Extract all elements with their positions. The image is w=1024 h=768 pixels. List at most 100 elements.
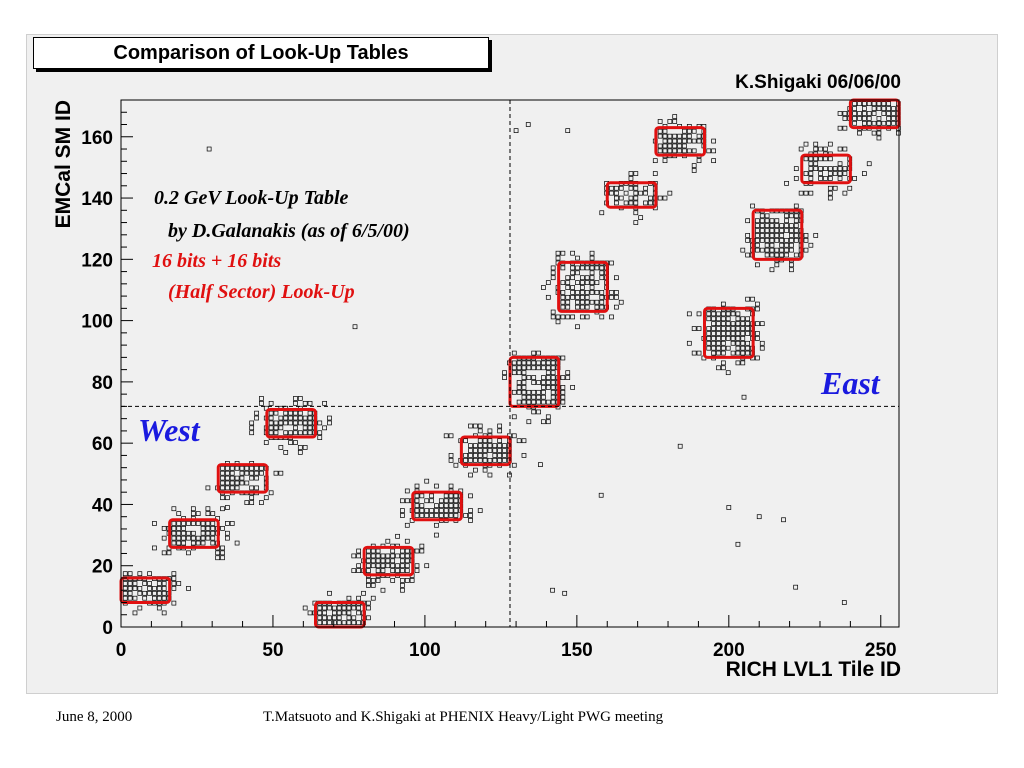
data-point xyxy=(842,166,848,171)
data-point xyxy=(862,116,867,121)
data-point xyxy=(813,156,819,162)
data-point xyxy=(560,265,566,271)
data-point xyxy=(283,450,289,455)
data-point xyxy=(492,443,498,448)
data-point xyxy=(862,171,867,176)
data-point xyxy=(550,399,556,405)
data-point xyxy=(886,111,892,116)
data-point xyxy=(784,180,789,186)
data-point xyxy=(400,563,405,569)
data-point xyxy=(784,252,789,258)
data-point xyxy=(672,119,678,124)
data-point xyxy=(759,321,765,327)
data-point xyxy=(871,130,877,136)
data-point xyxy=(657,119,663,124)
data-point xyxy=(249,475,255,481)
data-point xyxy=(341,610,347,616)
data-point xyxy=(336,610,342,616)
data-point xyxy=(550,265,556,271)
dots-layer xyxy=(122,101,901,626)
data-point xyxy=(225,480,230,486)
data-point xyxy=(662,148,668,154)
data-point xyxy=(837,111,843,116)
data-point xyxy=(818,156,823,162)
data-point xyxy=(453,498,459,504)
data-point xyxy=(745,233,751,238)
data-point xyxy=(521,399,527,405)
data-point xyxy=(633,220,639,225)
data-point xyxy=(521,370,527,376)
data-point xyxy=(852,116,857,121)
data-point xyxy=(122,590,128,596)
data-point xyxy=(370,582,376,588)
data-point xyxy=(351,605,357,611)
data-point xyxy=(370,548,376,554)
data-point xyxy=(429,493,434,499)
data-point xyxy=(531,409,537,415)
data-point xyxy=(229,475,235,481)
data-point xyxy=(390,563,396,569)
data-point xyxy=(293,420,298,426)
data-point xyxy=(832,166,838,171)
data-point xyxy=(249,430,255,436)
data-point xyxy=(667,190,673,196)
data-point xyxy=(545,365,551,371)
data-point xyxy=(545,385,551,390)
data-point xyxy=(487,472,493,478)
data-point xyxy=(161,550,167,556)
data-point xyxy=(400,553,405,559)
data-point xyxy=(210,530,216,536)
data-point xyxy=(706,311,712,317)
data-point xyxy=(769,237,775,243)
data-point xyxy=(390,578,396,583)
data-point xyxy=(711,345,716,351)
data-point xyxy=(740,326,746,331)
data-point xyxy=(414,498,420,504)
data-point xyxy=(618,185,624,191)
data-point xyxy=(628,176,634,181)
data-point xyxy=(244,470,250,476)
data-point xyxy=(594,304,600,310)
data-point xyxy=(268,490,274,496)
data-point xyxy=(443,433,449,439)
data-point xyxy=(307,410,313,416)
data-point xyxy=(356,563,362,569)
data-point xyxy=(720,316,726,322)
data-point xyxy=(147,586,152,591)
data-point xyxy=(322,425,327,431)
data-point xyxy=(759,228,765,233)
data-point xyxy=(375,548,381,554)
data-point xyxy=(400,513,405,518)
data-point xyxy=(443,498,449,504)
data-point xyxy=(366,568,371,573)
data-point xyxy=(443,508,449,513)
data-point xyxy=(648,195,653,201)
data-point xyxy=(711,350,716,356)
data-point xyxy=(779,252,785,258)
data-point xyxy=(327,420,332,426)
data-point xyxy=(852,101,857,107)
data-point xyxy=(171,540,177,546)
data-point xyxy=(346,605,352,611)
data-point xyxy=(531,389,537,395)
data-point xyxy=(346,610,352,616)
data-point xyxy=(808,242,814,248)
data-point xyxy=(482,453,488,458)
data-point xyxy=(813,166,819,171)
data-point xyxy=(570,265,575,271)
data-point xyxy=(283,415,289,421)
data-point xyxy=(793,213,799,219)
data-point xyxy=(525,122,531,127)
data-point xyxy=(545,280,551,285)
data-point xyxy=(706,148,712,154)
data-point xyxy=(881,120,887,126)
data-point xyxy=(769,252,775,258)
data-point xyxy=(720,301,726,307)
data-point xyxy=(793,237,799,243)
data-point xyxy=(716,345,721,351)
data-point xyxy=(837,125,843,131)
data-point xyxy=(725,326,731,331)
data-point xyxy=(541,385,546,390)
data-point xyxy=(793,218,799,224)
data-point xyxy=(424,513,430,518)
